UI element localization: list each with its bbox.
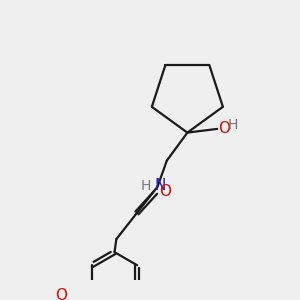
Text: O: O	[55, 288, 67, 300]
Text: H: H	[227, 118, 238, 132]
Text: H: H	[141, 179, 152, 193]
Text: O: O	[218, 122, 230, 136]
Text: N: N	[155, 178, 166, 194]
Text: O: O	[159, 184, 171, 199]
